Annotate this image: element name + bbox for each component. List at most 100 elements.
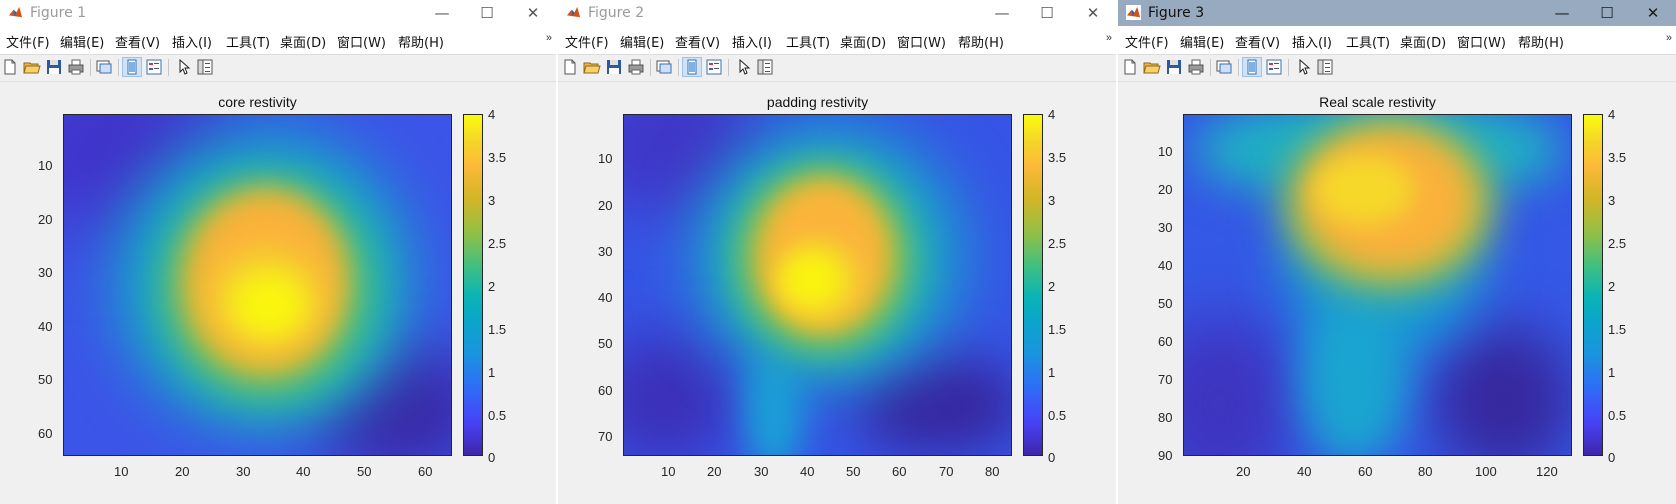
menu-edit[interactable]: 编辑(E) bbox=[620, 36, 665, 51]
y-tick-label: 60 bbox=[38, 426, 53, 441]
figure-window-2: Figure 2 — ☐ ✕ 文件(F) 编辑(E) 查看(V) 插入(I) 工… bbox=[558, 0, 1116, 504]
x-tick-label: 30 bbox=[754, 464, 769, 479]
colorbar-tick-label: 4 bbox=[1048, 107, 1056, 122]
colorbar[interactable] bbox=[463, 114, 483, 456]
menu-tools[interactable]: 工具(T) bbox=[1346, 36, 1391, 51]
maximize-icon[interactable]: ☐ bbox=[480, 4, 494, 22]
new-figure-icon[interactable] bbox=[1121, 58, 1139, 76]
edit-plot-cursor-icon[interactable] bbox=[1295, 58, 1313, 76]
menu-view[interactable]: 查看(V) bbox=[115, 36, 161, 51]
colorbar-tick-label: 3 bbox=[1608, 193, 1616, 208]
menu-overflow-icon[interactable]: » bbox=[1665, 32, 1672, 44]
toolbar-separator bbox=[118, 59, 119, 76]
menu-edit[interactable]: 编辑(E) bbox=[1180, 36, 1225, 51]
menu-view[interactable]: 查看(V) bbox=[675, 36, 721, 51]
link-plot-icon[interactable] bbox=[1215, 58, 1233, 76]
menu-file[interactable]: 文件(F) bbox=[565, 36, 609, 51]
link-plot-icon[interactable] bbox=[655, 58, 673, 76]
minimize-icon[interactable]: — bbox=[434, 4, 450, 22]
menu-desktop[interactable]: 桌面(D) bbox=[840, 36, 887, 51]
x-tick-label: 20 bbox=[175, 464, 190, 479]
minimize-icon[interactable]: — bbox=[1554, 4, 1570, 22]
title-bar[interactable]: Figure 1 — ☐ ✕ bbox=[0, 0, 556, 26]
colorbar[interactable] bbox=[1023, 114, 1043, 456]
x-tick-label: 80 bbox=[1418, 464, 1433, 479]
title-bar[interactable]: Figure 3 — ☐ ✕ bbox=[1118, 0, 1676, 26]
close-icon[interactable]: ✕ bbox=[1086, 4, 1100, 22]
save-icon[interactable] bbox=[1165, 58, 1183, 76]
matlab-icon bbox=[1126, 5, 1141, 20]
save-icon[interactable] bbox=[605, 58, 623, 76]
close-icon[interactable]: ✕ bbox=[1646, 4, 1660, 22]
open-file-icon[interactable] bbox=[1143, 58, 1161, 76]
toolbar-separator bbox=[168, 59, 169, 76]
dock-figure-icon[interactable] bbox=[122, 57, 142, 77]
minimize-icon[interactable]: — bbox=[994, 4, 1010, 22]
new-figure-icon[interactable] bbox=[561, 58, 579, 76]
menu-overflow-icon[interactable]: » bbox=[1105, 32, 1112, 44]
menu-window[interactable]: 窗口(W) bbox=[897, 36, 946, 51]
heatmap-plot[interactable] bbox=[1183, 114, 1572, 456]
heatmap-region bbox=[1434, 325, 1571, 455]
colorbar-tick-label: 2 bbox=[1608, 279, 1616, 294]
title-bar[interactable]: Figure 2 — ☐ ✕ bbox=[558, 0, 1116, 26]
menu-tools[interactable]: 工具(T) bbox=[226, 36, 271, 51]
insert-legend-icon[interactable] bbox=[705, 58, 723, 76]
menu-insert[interactable]: 插入(I) bbox=[1292, 36, 1332, 51]
x-tick-label: 80 bbox=[985, 464, 1000, 479]
dock-figure-icon[interactable] bbox=[682, 57, 702, 77]
window-title: Figure 2 bbox=[588, 5, 645, 21]
menu-edit[interactable]: 编辑(E) bbox=[60, 36, 105, 51]
dock-figure-icon[interactable] bbox=[1242, 57, 1262, 77]
menu-view[interactable]: 查看(V) bbox=[1235, 36, 1281, 51]
menu-insert[interactable]: 插入(I) bbox=[172, 36, 212, 51]
menu-help[interactable]: 帮助(H) bbox=[958, 36, 1004, 51]
menu-desktop[interactable]: 桌面(D) bbox=[280, 36, 327, 51]
new-figure-icon[interactable] bbox=[1, 58, 19, 76]
heatmap-plot[interactable] bbox=[623, 114, 1012, 456]
y-tick-label: 10 bbox=[38, 158, 53, 173]
menu-overflow-icon[interactable]: » bbox=[545, 32, 552, 44]
menu-bar: 文件(F) 编辑(E) 查看(V) 插入(I) 工具(T) 桌面(D) 窗口(W… bbox=[558, 26, 1116, 55]
maximize-icon[interactable]: ☐ bbox=[1040, 4, 1054, 22]
open-file-icon[interactable] bbox=[583, 58, 601, 76]
print-icon[interactable] bbox=[67, 58, 85, 76]
menu-desktop[interactable]: 桌面(D) bbox=[1400, 36, 1447, 51]
y-tick-label: 30 bbox=[38, 265, 53, 280]
colorbar-tick-label: 0.5 bbox=[1608, 408, 1627, 423]
menu-window[interactable]: 窗口(W) bbox=[1457, 36, 1506, 51]
colorbar-tick-label: 3.5 bbox=[1608, 150, 1627, 165]
heatmap-plot[interactable] bbox=[63, 114, 452, 456]
colorbar-tick-label: 0.5 bbox=[1048, 408, 1067, 423]
menu-window[interactable]: 窗口(W) bbox=[337, 36, 386, 51]
insert-legend-icon[interactable] bbox=[1265, 58, 1283, 76]
menu-file[interactable]: 文件(F) bbox=[6, 36, 50, 51]
x-tick-label: 70 bbox=[939, 464, 954, 479]
maximize-icon[interactable]: ☐ bbox=[1600, 4, 1614, 22]
colorbar-tick-label: 2.5 bbox=[1608, 236, 1627, 251]
y-tick-label: 20 bbox=[1158, 182, 1173, 197]
open-file-icon[interactable] bbox=[23, 58, 41, 76]
menu-insert[interactable]: 插入(I) bbox=[732, 36, 772, 51]
print-icon[interactable] bbox=[1187, 58, 1205, 76]
close-icon[interactable]: ✕ bbox=[526, 4, 540, 22]
save-icon[interactable] bbox=[45, 58, 63, 76]
property-inspector-icon[interactable] bbox=[1316, 58, 1334, 76]
menu-tools[interactable]: 工具(T) bbox=[786, 36, 831, 51]
edit-plot-cursor-icon[interactable] bbox=[175, 58, 193, 76]
property-inspector-icon[interactable] bbox=[196, 58, 214, 76]
menu-help[interactable]: 帮助(H) bbox=[1518, 36, 1564, 51]
y-tick-label: 60 bbox=[1158, 334, 1173, 349]
property-inspector-icon[interactable] bbox=[756, 58, 774, 76]
heatmap-region bbox=[1184, 315, 1294, 455]
edit-plot-cursor-icon[interactable] bbox=[735, 58, 753, 76]
menu-file[interactable]: 文件(F) bbox=[1125, 36, 1169, 51]
toolbar bbox=[558, 55, 1116, 82]
print-icon[interactable] bbox=[627, 58, 645, 76]
heatmap-region bbox=[1314, 155, 1414, 225]
colorbar-tick-label: 0 bbox=[488, 450, 496, 465]
link-plot-icon[interactable] bbox=[95, 58, 113, 76]
insert-legend-icon[interactable] bbox=[145, 58, 163, 76]
colorbar[interactable] bbox=[1583, 114, 1603, 456]
menu-help[interactable]: 帮助(H) bbox=[398, 36, 444, 51]
